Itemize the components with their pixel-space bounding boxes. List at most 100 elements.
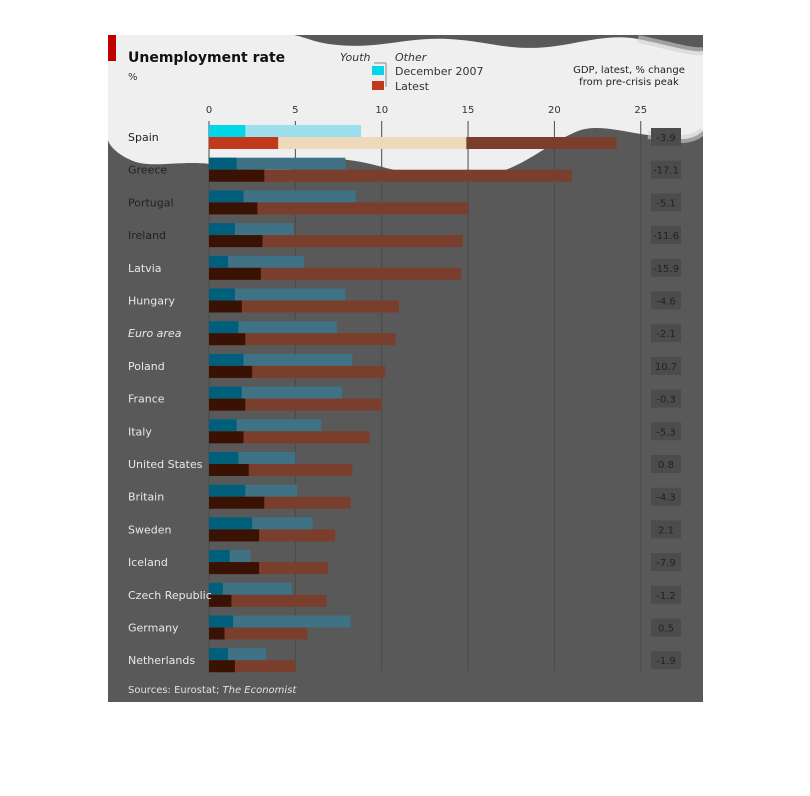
bar-latest-other — [209, 202, 469, 215]
gdp-value: -5.1 — [656, 198, 676, 209]
bar-dec2007-other — [209, 288, 346, 301]
gdp-value: -17.1 — [653, 166, 679, 177]
chart-title: Unemployment rate — [128, 50, 285, 66]
gdp-value-box — [651, 585, 681, 604]
bar-dec2007-youth — [209, 386, 242, 399]
source-note: Sources: Eurostat; The Economist — [128, 685, 297, 696]
bar-dec2007-youth — [209, 452, 239, 464]
gdp-value-box — [651, 226, 681, 245]
bar-latest-youth — [209, 300, 242, 313]
bar-latest-youth — [209, 333, 246, 346]
gdp-value-box — [651, 520, 681, 539]
gdp-value-box — [651, 553, 681, 572]
bar-dec2007-youth — [209, 517, 253, 530]
gdp-value: -1.9 — [656, 656, 676, 667]
gdp-value-box — [651, 455, 681, 473]
bar-latest-other — [209, 169, 572, 182]
bar-dec2007-youth — [209, 157, 237, 170]
x-tick-label: 20 — [548, 105, 561, 116]
bar-dec2007-youth — [209, 353, 244, 366]
bar-dec2007-youth — [209, 223, 235, 236]
gdp-value-box — [651, 618, 681, 637]
bar-latest-youth — [209, 627, 225, 640]
bar-latest-youth — [209, 660, 235, 673]
gdp-value: -0.3 — [656, 395, 676, 406]
bar-latest-other — [209, 267, 462, 280]
bar-dec2007-other — [209, 419, 322, 432]
bar-latest-other — [209, 398, 382, 411]
source-italic: The Economist — [223, 685, 298, 696]
bar-latest-youth — [209, 398, 246, 411]
category-label: Britain — [128, 491, 164, 504]
gdp-value-box — [651, 487, 681, 506]
bar-dec2007-other — [209, 582, 292, 595]
gdp-value: 2.1 — [658, 525, 674, 536]
category-label: Germany — [128, 622, 179, 635]
bar-latest-youth — [209, 267, 261, 280]
category-label: Euro area — [128, 327, 182, 340]
gdp-value: -11.6 — [653, 231, 679, 242]
chart-card: 0 5 10 15 20 25 Spain Greece Portugal Ireland Lat… — [108, 35, 703, 702]
gdp-value: -1.2 — [656, 591, 676, 602]
category-label: Ireland — [128, 229, 166, 242]
bar-dec2007-other — [209, 386, 342, 399]
category-label: United States — [128, 458, 203, 471]
gdp-value: -4.6 — [656, 297, 676, 308]
gdp-value-box — [651, 128, 681, 146]
category-label: Poland — [128, 360, 165, 373]
gdp-value: -7.9 — [656, 558, 676, 569]
bar-dec2007-youth — [209, 484, 246, 497]
accent-tab — [108, 35, 116, 61]
bar-latest-other-hilite — [278, 137, 467, 149]
gdp-header-line: GDP, latest, % change — [573, 65, 685, 76]
bar-latest-youth — [209, 529, 260, 542]
category-label: Sweden — [128, 523, 171, 536]
legend-swatch-dec — [372, 66, 384, 75]
bar-latest-youth — [209, 202, 258, 215]
bar-latest-youth — [209, 365, 253, 378]
bar-latest-youth — [209, 464, 249, 476]
bar-dec2007-other — [209, 255, 304, 268]
bar-latest-other — [209, 627, 308, 640]
legend-youth-label: Youth — [340, 51, 371, 64]
gdp-value: 0.5 — [658, 624, 674, 635]
category-label: Latvia — [128, 262, 162, 275]
bar-dec2007-youth — [209, 190, 244, 203]
legend-swatch-latest — [372, 81, 384, 90]
legend-latest-label: Latest — [395, 80, 430, 93]
x-tick-label: 10 — [375, 105, 388, 116]
gdp-value: -15.9 — [653, 264, 679, 275]
bar-latest-other — [209, 333, 396, 346]
gdp-value-box — [651, 356, 681, 375]
source-prefix: Sources: Eurostat; — [128, 685, 223, 696]
category-label: Portugal — [128, 196, 174, 209]
bar-latest-other — [209, 594, 327, 607]
bar-dec2007-youth — [209, 288, 235, 301]
bar-latest-youth — [209, 562, 260, 575]
bar-dec2007-youth — [209, 582, 223, 595]
gdp-value: -5.3 — [656, 427, 676, 438]
gdp-value: -4.3 — [656, 493, 676, 504]
legend-other-label: Other — [395, 51, 428, 64]
gdp-value-box — [651, 193, 681, 212]
chart-subtitle: % — [128, 72, 138, 83]
x-tick-label: 5 — [292, 105, 298, 116]
category-label: Hungary — [128, 295, 175, 308]
bar-latest-other — [209, 431, 370, 444]
bar-dec2007-youth — [209, 648, 228, 661]
category-label: Greece — [128, 164, 167, 177]
gdp-value-box — [651, 291, 681, 310]
gdp-value: -2.1 — [656, 329, 676, 340]
gdp-value-box — [651, 160, 681, 179]
category-label: Netherlands — [128, 654, 195, 667]
category-label: Iceland — [128, 556, 168, 569]
bar-latest-youth — [209, 594, 232, 607]
bar-dec2007-other — [209, 157, 346, 170]
gdp-value: -3.9 — [656, 133, 676, 144]
bar-dec2007-other — [209, 615, 351, 628]
bar-latest-youth — [209, 496, 265, 509]
bar-dec2007-youth — [209, 550, 230, 563]
x-tick-label: 25 — [634, 105, 647, 116]
bar-dec2007-other — [209, 321, 337, 334]
bar-dec2007-other-hilite — [209, 125, 361, 137]
